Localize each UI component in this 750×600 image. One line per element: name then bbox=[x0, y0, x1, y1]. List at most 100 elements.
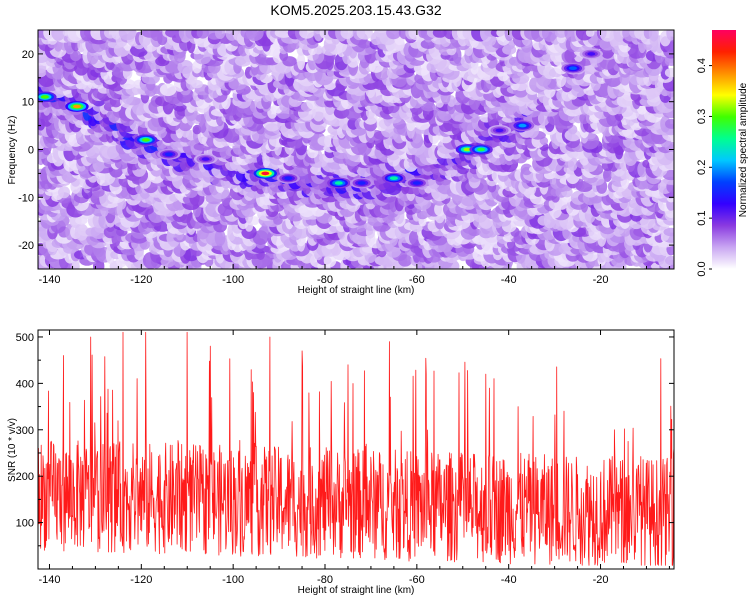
snr-x-ticks: -140 -120 -100 -80 -60 -40 -20 bbox=[38, 330, 670, 586]
spectrogram-cell bbox=[666, 30, 674, 41]
spectrogram-cell bbox=[648, 30, 659, 42]
spectrogram-hotspot bbox=[40, 95, 49, 99]
spectrogram-cell bbox=[297, 52, 306, 71]
spectrogram-hotspot bbox=[141, 138, 150, 142]
spectrogram-hotspot bbox=[477, 147, 486, 152]
x-tick-label: -140 bbox=[38, 574, 60, 586]
spectrogram-cell bbox=[432, 30, 447, 38]
y-tick-label: 20 bbox=[22, 49, 34, 61]
spectrogram-cell bbox=[386, 30, 402, 40]
x-tick-label: -40 bbox=[501, 574, 517, 586]
spectrogram-cell bbox=[541, 30, 558, 42]
spectrogram-hotspot bbox=[334, 181, 343, 185]
spectrogram-y-axis-label: Frequency (Hz) bbox=[7, 116, 18, 185]
spectrogram-cell bbox=[665, 255, 674, 266]
x-tick-label: -100 bbox=[222, 274, 244, 286]
spectrogram-cell bbox=[585, 30, 595, 37]
spectrogram-hotspot bbox=[518, 123, 527, 128]
x-tick-label: -40 bbox=[501, 274, 517, 286]
spectrogram-cell bbox=[599, 30, 616, 42]
x-tick-label: -80 bbox=[317, 574, 333, 586]
spectrogram-cell bbox=[356, 30, 373, 40]
snr-series-line bbox=[38, 331, 674, 566]
y-tick-label: 10 bbox=[22, 97, 34, 109]
y-tick-label: 0 bbox=[28, 145, 34, 157]
colorbar-gradient bbox=[712, 30, 736, 269]
y-tick-label: 300 bbox=[16, 425, 34, 437]
colorbar-tick-label: 0.3 bbox=[696, 109, 708, 124]
spectrogram-cell bbox=[118, 30, 137, 41]
colorbar-tick-label: 0.0 bbox=[696, 261, 708, 276]
spectrogram-cell bbox=[214, 229, 226, 247]
spectrogram-cell bbox=[420, 39, 436, 49]
spectrogram-cell bbox=[603, 168, 612, 183]
y-tick-label: 100 bbox=[16, 518, 34, 530]
spectrogram-cell bbox=[214, 30, 226, 40]
x-tick-label: -60 bbox=[409, 574, 425, 586]
spectrogram-cell bbox=[150, 30, 163, 41]
spectrogram-cell bbox=[663, 227, 674, 237]
colorbar-tick-label: 0.2 bbox=[696, 160, 708, 175]
x-tick-label: -120 bbox=[130, 274, 152, 286]
spectrogram-hotspot bbox=[587, 52, 596, 56]
spectrogram-cell bbox=[665, 118, 674, 129]
spectrogram-hotspot bbox=[495, 128, 504, 133]
spectrogram-cell bbox=[323, 253, 337, 268]
y-tick-label: -10 bbox=[18, 192, 34, 204]
spectrogram-x-axis-label: Height of straight line (km) bbox=[298, 285, 415, 296]
spectrogram-cell bbox=[58, 186, 70, 199]
spectrogram-cell bbox=[314, 45, 323, 55]
spectrogram-hotspot bbox=[412, 181, 421, 185]
figure-title: KOM5.2025.203.15.43.G32 bbox=[270, 2, 442, 18]
x-tick-label: -20 bbox=[593, 574, 609, 586]
x-tick-label: -60 bbox=[409, 274, 425, 286]
colorbar-tick-label: 0.1 bbox=[696, 211, 708, 226]
y-tick-label: 400 bbox=[16, 378, 34, 390]
x-tick-label: -100 bbox=[222, 574, 244, 586]
colorbar-label: Normalized spectral amplitude bbox=[738, 82, 749, 217]
colorbar-tick-label: 0.4 bbox=[696, 58, 708, 73]
spectrogram-hotspot bbox=[284, 176, 293, 180]
spectrogram-cell bbox=[292, 225, 310, 239]
spectrogram-cell bbox=[196, 30, 209, 39]
y-tick-label: -20 bbox=[18, 240, 34, 252]
spectrogram-cells bbox=[38, 30, 674, 269]
spectrogram-hotspot bbox=[164, 152, 173, 157]
x-tick-label: -140 bbox=[38, 274, 60, 286]
spectrogram-hotspot bbox=[261, 171, 270, 176]
colorbar: 0.0 0.1 0.2 0.3 0.4 Normalized spectral ampl… bbox=[696, 30, 749, 277]
spectrogram-hotspot bbox=[73, 104, 81, 109]
snr-panel: -140 -120 -100 -80 -60 -40 -20 100 200 300 400 500… bbox=[7, 329, 675, 596]
snr-y-axis-label: SNR (10 * v/v) bbox=[7, 418, 18, 482]
x-tick-label: -80 bbox=[317, 274, 333, 286]
spectrogram-cell bbox=[564, 129, 581, 142]
y-tick-label: 200 bbox=[16, 471, 34, 483]
spectrogram-hotspot bbox=[201, 157, 210, 161]
spectrogram-cell bbox=[177, 60, 194, 74]
spectrogram-cell bbox=[251, 244, 270, 254]
spectrogram-cell bbox=[664, 67, 674, 78]
spectrogram-y-ticks: -20 -10 0 10 20 bbox=[18, 29, 674, 270]
spectrogram-cell bbox=[434, 202, 446, 217]
spectrogram-hotspot bbox=[569, 66, 577, 70]
colorbar-ticks: 0.0 0.1 0.2 0.3 0.4 bbox=[696, 58, 712, 277]
x-tick-label: -120 bbox=[130, 574, 152, 586]
spectrogram-cell bbox=[165, 60, 183, 74]
snr-x-axis-label: Height of straight line (km) bbox=[298, 585, 415, 596]
spectrogram-cell bbox=[232, 30, 243, 41]
spectrogram-hotspot bbox=[357, 181, 366, 185]
y-tick-label: 500 bbox=[16, 332, 34, 344]
spectrogram-cell bbox=[159, 83, 177, 97]
spectrogram-cell bbox=[374, 30, 390, 38]
spectrogram-cell bbox=[340, 30, 355, 39]
snr-y-ticks: 100 200 300 400 500 bbox=[16, 332, 674, 570]
spectrogram-cell bbox=[51, 30, 66, 41]
spectrogram-hotspot bbox=[389, 176, 398, 180]
spectrogram-cell bbox=[299, 30, 315, 39]
spectrogram-hotspots bbox=[38, 48, 603, 189]
spectrogram-cell bbox=[245, 30, 264, 41]
spectrogram-hotspot bbox=[463, 147, 472, 152]
x-tick-label: -20 bbox=[593, 274, 609, 286]
